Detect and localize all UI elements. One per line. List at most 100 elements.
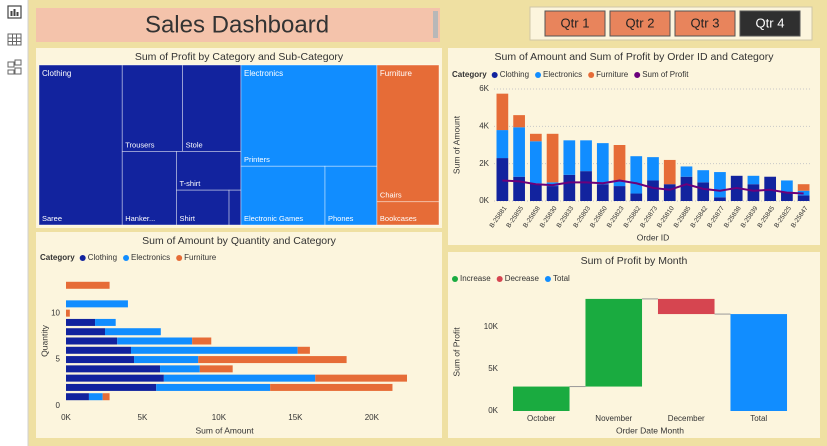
bar	[66, 356, 135, 364]
y-tick-label: 5K	[488, 364, 498, 373]
qtr-button-label[interactable]: Qtr 3	[691, 15, 720, 30]
bar	[513, 176, 525, 201]
bar	[66, 383, 157, 391]
bar	[513, 115, 525, 128]
waterfall-bar	[657, 298, 715, 315]
bar	[580, 171, 592, 201]
qtr-button[interactable]	[609, 10, 671, 37]
legend-marker	[544, 276, 551, 282]
bar	[163, 374, 316, 382]
bar	[95, 318, 116, 326]
bar	[563, 174, 576, 201]
x-tick-label: 5K	[138, 413, 148, 422]
tile-label: Electronic Games	[244, 214, 303, 223]
bar	[66, 328, 105, 336]
y-tick-label: 0K	[488, 406, 498, 415]
bar	[647, 180, 659, 201]
legend-label: Electronics	[131, 253, 170, 262]
bar	[315, 374, 408, 382]
bar	[496, 130, 509, 159]
legend-label: Furniture	[596, 70, 629, 79]
bar	[613, 145, 626, 181]
bar	[134, 356, 199, 364]
treemap-tile	[121, 64, 183, 152]
model-view-icon[interactable]	[7, 59, 22, 75]
tile-label: Trousers	[125, 140, 155, 149]
bar	[714, 172, 726, 198]
bar	[66, 281, 110, 289]
bar	[663, 159, 676, 185]
bar	[529, 133, 542, 142]
qtr-button-label[interactable]: Qtr 1	[561, 15, 590, 30]
tile-label: Bookcases	[380, 214, 417, 223]
legend-label: Total	[553, 274, 570, 283]
x-tick-label: 0K	[61, 413, 71, 422]
qtr-button[interactable]	[674, 10, 736, 37]
category-label: Furniture	[380, 69, 413, 78]
bar	[613, 186, 626, 201]
treemap-tile	[228, 189, 242, 226]
legend-label: Clothing	[88, 253, 117, 262]
bar	[270, 383, 393, 391]
x-tick-label: October	[527, 414, 556, 423]
qtr-button[interactable]	[739, 10, 801, 37]
legend-marker	[496, 276, 503, 282]
bar	[496, 158, 509, 201]
x-axis-title: Sum of Amount	[195, 425, 254, 435]
table-view-icon[interactable]	[7, 33, 22, 46]
treemap-tile	[176, 189, 230, 226]
panel	[448, 48, 820, 245]
treemap-tile	[182, 64, 242, 152]
bar	[613, 180, 626, 187]
waterfall-bar	[512, 386, 570, 411]
category-label: Clothing	[42, 69, 71, 78]
y-tick-label: 6K	[479, 84, 489, 93]
report-view-icon[interactable]	[7, 5, 22, 19]
bar	[747, 175, 760, 185]
bar	[66, 365, 161, 373]
waterfall-bar	[585, 298, 643, 387]
legend-marker	[176, 255, 183, 261]
legend-label: Decrease	[505, 274, 540, 283]
profit-line	[502, 179, 804, 195]
tile-label: Shirt	[180, 214, 196, 223]
bar	[680, 166, 693, 177]
bar	[630, 156, 643, 194]
treemap-tile	[121, 151, 177, 226]
x-tick-label: 15K	[288, 413, 303, 422]
legend-marker	[491, 72, 498, 78]
bar	[513, 127, 525, 177]
tile-label: Printers	[244, 155, 270, 164]
bar	[104, 328, 161, 336]
bar	[117, 337, 193, 345]
bar	[647, 157, 659, 181]
panel-title: Sum of Profit by Month	[581, 255, 688, 267]
tile-label: Saree	[42, 214, 62, 223]
bar	[88, 393, 103, 401]
qtr-button-label[interactable]: Qtr 2	[626, 15, 655, 30]
bar	[596, 143, 609, 185]
treemap-tile	[376, 201, 440, 226]
bar	[198, 356, 347, 364]
bar	[714, 197, 726, 201]
x-tick-label: 20K	[365, 413, 380, 422]
y-tick-label: 10	[51, 308, 60, 317]
bar	[546, 133, 559, 183]
bar	[66, 318, 96, 326]
bar	[663, 184, 676, 201]
y-axis-title: Sum of Amount	[451, 115, 461, 174]
y-tick-label: 2K	[479, 159, 489, 168]
treemap-tile	[38, 64, 123, 226]
title-box	[36, 8, 440, 42]
x-tick-label: Total	[750, 414, 767, 423]
bar	[66, 346, 131, 354]
waterfall-bar	[730, 314, 788, 411]
y-tick-label: 10K	[484, 322, 499, 331]
bar	[797, 184, 810, 191]
bar	[680, 176, 693, 201]
bar	[160, 365, 200, 373]
bar	[199, 365, 233, 373]
qtr-button-label[interactable]: Qtr 4	[756, 15, 785, 30]
qtr-button[interactable]	[544, 10, 606, 37]
